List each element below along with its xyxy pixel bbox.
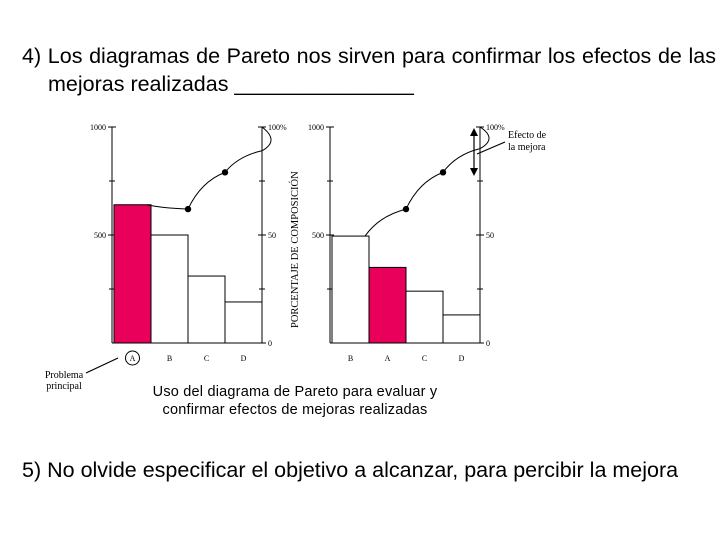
problema-principal-label-2: principal [46,381,82,392]
question-5-number: 5) [22,458,42,482]
category-label: B [348,354,353,363]
efecto-mejora-arrowhead-bottom [470,168,478,176]
category-label: D [241,354,247,363]
category-label: D [459,354,465,363]
problema-principal-label-1: Problema [45,370,84,381]
cumulative-point [221,169,229,176]
right-tick-label: 50 [268,231,276,240]
caption-line-1: Uso del diagrama de Pareto para evaluar … [152,384,438,400]
bar-b [150,234,189,344]
cumulative-point [439,169,447,176]
caption-line-2: confirmar efectos de mejoras realizadas [162,402,428,418]
left-tick-label: 500 [312,231,324,240]
efecto-mejora-label-1: Efecto de [508,130,547,141]
left-tick-label: 500 [94,231,106,240]
right-tick-label: 50 [486,231,494,240]
efecto-mejora-pointer [476,141,506,155]
left-tick-label: 1000 [90,123,106,132]
right-tick-label: 100% [268,123,287,132]
problema-principal-pointer [85,357,119,374]
cumulative-curve [146,126,272,210]
right-tick-label: 0 [268,339,272,348]
category-label: B [167,354,172,363]
category-label: A [130,354,136,363]
bar-a [368,266,407,344]
question-4-text: Los diagramas de Pareto nos sirven para … [47,44,716,96]
bar-a [113,204,152,344]
efecto-mejora-label-2: la mejora [508,142,546,153]
efecto-mejora-arrowhead-top [470,128,478,136]
category-label: A [385,354,391,363]
bar-d [442,314,481,344]
category-circle [125,350,140,366]
cumulative-curve [364,126,490,237]
category-label: C [204,354,209,363]
right-axis-title: PORCENTAJE DE COMPOSICIÓN [289,171,301,328]
bar-c [187,275,226,344]
figure-caption: Uso del diagrama de Pareto para evaluar … [130,383,460,419]
bar-d [224,301,263,344]
question-5-text: No olvide especificar el objetivo a alca… [47,458,679,482]
question-5: 5) No olvide especificar el objetivo a a… [22,456,716,484]
question-4: 4) Los diagramas de Pareto nos sirven pa… [22,42,716,98]
cumulative-point [184,205,192,213]
bar-c [405,290,444,344]
bar-b [331,235,370,344]
right-tick-label: 0 [486,339,490,348]
left-tick-label: 1000 [308,123,324,132]
cumulative-point [402,205,410,213]
category-label: C [422,354,427,363]
right-tick-label: 100% [486,123,505,132]
question-4-number: 4) [22,44,42,68]
